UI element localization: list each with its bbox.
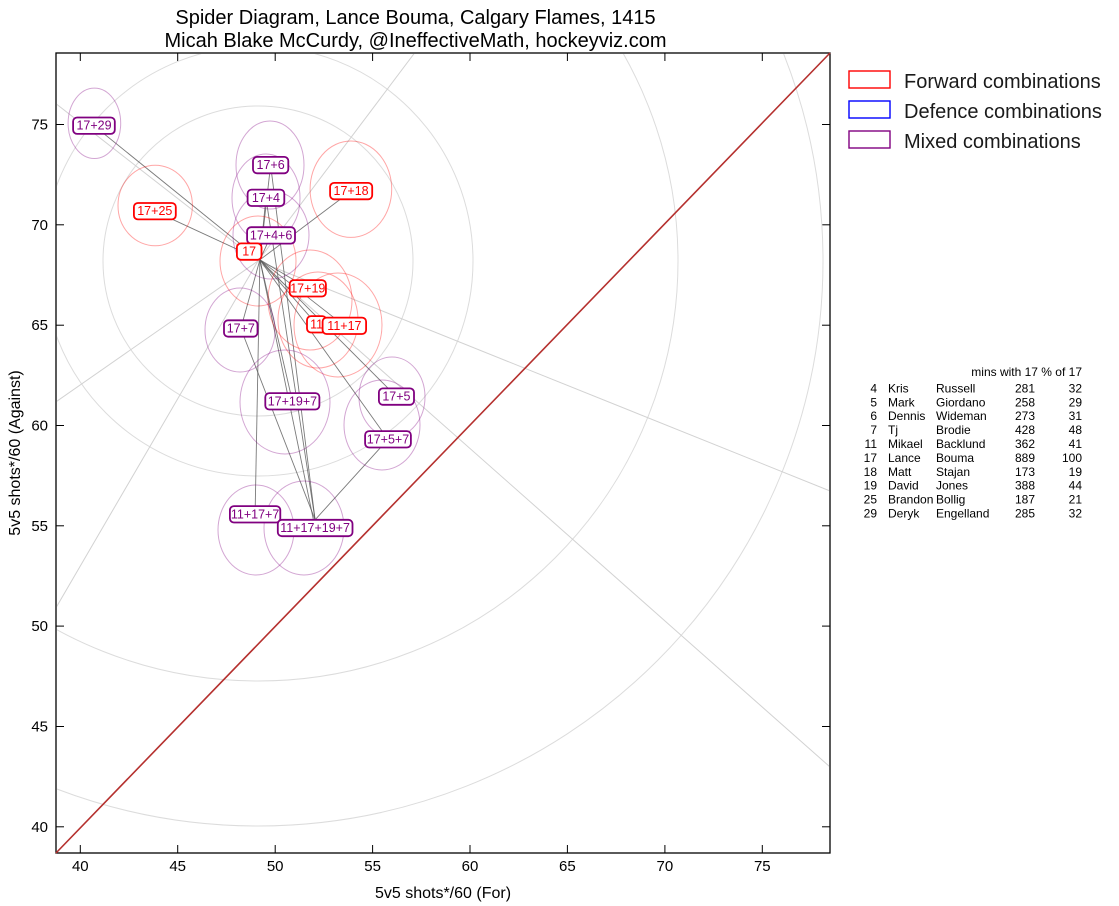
svg-text:173: 173: [1015, 465, 1035, 479]
svg-text:17+6: 17+6: [257, 158, 285, 172]
svg-text:362: 362: [1015, 437, 1035, 451]
svg-text:21: 21: [1069, 493, 1083, 507]
svg-text:75: 75: [31, 117, 48, 134]
svg-text:889: 889: [1015, 451, 1035, 465]
svg-text:mins with 17 % of 17: mins with 17 % of 17: [971, 365, 1082, 379]
svg-text:Brodie: Brodie: [936, 423, 971, 437]
svg-text:Lance: Lance: [888, 451, 921, 465]
svg-text:Tj: Tj: [888, 423, 898, 437]
svg-text:48: 48: [1069, 423, 1083, 437]
svg-text:25: 25: [864, 493, 878, 507]
svg-text:273: 273: [1015, 409, 1035, 423]
svg-text:5: 5: [870, 395, 877, 409]
svg-text:55: 55: [364, 858, 381, 875]
svg-text:41: 41: [1069, 437, 1083, 451]
svg-text:Mikael: Mikael: [888, 437, 923, 451]
svg-text:Russell: Russell: [936, 381, 975, 395]
svg-text:17: 17: [242, 245, 256, 259]
svg-text:65: 65: [31, 317, 48, 334]
svg-text:4: 4: [870, 381, 877, 395]
svg-text:Defence combinations: Defence combinations: [904, 101, 1102, 123]
svg-text:Mark: Mark: [888, 395, 916, 409]
svg-text:David: David: [888, 479, 919, 493]
svg-text:11: 11: [865, 437, 878, 451]
svg-text:17+7: 17+7: [227, 321, 255, 335]
svg-text:31: 31: [1069, 409, 1083, 423]
svg-text:11: 11: [310, 317, 323, 331]
svg-text:45: 45: [169, 858, 186, 875]
svg-text:55: 55: [31, 518, 48, 535]
svg-text:258: 258: [1015, 395, 1035, 409]
svg-text:70: 70: [657, 858, 674, 875]
svg-text:Deryk: Deryk: [888, 507, 920, 521]
svg-text:388: 388: [1015, 479, 1035, 493]
svg-text:17+5: 17+5: [382, 390, 410, 404]
svg-text:32: 32: [1069, 507, 1083, 521]
svg-text:Stajan: Stajan: [936, 465, 970, 479]
svg-text:100: 100: [1062, 451, 1082, 465]
svg-text:17+25: 17+25: [137, 204, 172, 218]
svg-text:7: 7: [870, 423, 877, 437]
svg-text:187: 187: [1015, 493, 1035, 507]
svg-text:50: 50: [267, 858, 284, 875]
svg-text:Wideman: Wideman: [936, 409, 987, 423]
svg-text:11+17: 11+17: [327, 319, 361, 333]
svg-text:29: 29: [864, 507, 878, 521]
svg-text:60: 60: [31, 418, 48, 435]
svg-text:Bouma: Bouma: [936, 451, 974, 465]
svg-text:Matt: Matt: [888, 465, 912, 479]
svg-text:5v5 shots*/60 (Against): 5v5 shots*/60 (Against): [7, 370, 24, 535]
svg-text:Dennis: Dennis: [888, 409, 925, 423]
svg-text:Kris: Kris: [888, 381, 909, 395]
svg-text:17+5+7: 17+5+7: [367, 432, 409, 446]
svg-text:Jones: Jones: [936, 479, 968, 493]
svg-text:19: 19: [864, 479, 878, 493]
svg-text:17+19+7: 17+19+7: [268, 394, 317, 408]
svg-text:17: 17: [864, 451, 878, 465]
svg-text:Bollig: Bollig: [936, 493, 965, 507]
svg-text:Brandon: Brandon: [888, 493, 933, 507]
svg-text:65: 65: [559, 858, 576, 875]
svg-text:70: 70: [31, 217, 48, 234]
svg-text:17+4: 17+4: [252, 191, 280, 205]
svg-text:5v5 shots*/60 (For): 5v5 shots*/60 (For): [375, 885, 511, 902]
svg-text:50: 50: [31, 618, 48, 635]
svg-text:17+29: 17+29: [76, 119, 111, 133]
svg-text:19: 19: [1069, 465, 1083, 479]
svg-text:Engelland: Engelland: [936, 507, 989, 521]
svg-text:11+17+19+7: 11+17+19+7: [280, 521, 350, 535]
svg-text:75: 75: [754, 858, 771, 875]
svg-text:Giordano: Giordano: [936, 395, 986, 409]
svg-text:Backlund: Backlund: [936, 437, 985, 451]
svg-text:285: 285: [1015, 507, 1035, 521]
svg-text:11+17+7: 11+17+7: [231, 507, 279, 521]
svg-text:17+19: 17+19: [290, 281, 325, 295]
svg-text:40: 40: [31, 819, 48, 836]
svg-text:17+4+6: 17+4+6: [250, 228, 292, 242]
svg-text:17+18: 17+18: [334, 184, 369, 198]
svg-text:45: 45: [31, 719, 48, 736]
svg-text:428: 428: [1015, 423, 1035, 437]
svg-text:Forward combinations: Forward combinations: [904, 71, 1101, 93]
svg-text:60: 60: [462, 858, 479, 875]
svg-text:29: 29: [1069, 395, 1083, 409]
svg-text:18: 18: [864, 465, 878, 479]
svg-text:6: 6: [870, 409, 877, 423]
svg-text:44: 44: [1069, 479, 1083, 493]
svg-text:32: 32: [1069, 381, 1083, 395]
svg-text:40: 40: [72, 858, 89, 875]
svg-text:Mixed combinations: Mixed combinations: [904, 131, 1081, 153]
svg-text:281: 281: [1015, 381, 1035, 395]
